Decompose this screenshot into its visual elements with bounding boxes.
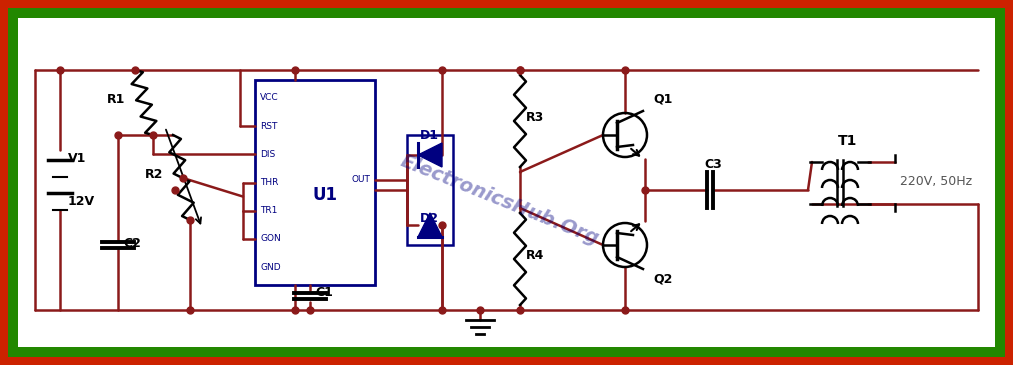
Text: ElectronicsHub.Org: ElectronicsHub.Org <box>398 151 602 249</box>
Text: GON: GON <box>260 234 281 243</box>
Text: TR1: TR1 <box>260 206 278 215</box>
Text: C1: C1 <box>315 286 333 299</box>
Text: C3: C3 <box>704 158 721 171</box>
Text: OUT: OUT <box>352 176 370 184</box>
Text: 12V: 12V <box>68 195 95 208</box>
Text: R4: R4 <box>526 249 544 262</box>
Text: R1: R1 <box>107 93 126 106</box>
Text: C2: C2 <box>123 237 141 250</box>
Text: Q2: Q2 <box>653 273 673 286</box>
Text: R2: R2 <box>145 168 163 181</box>
Text: THR: THR <box>260 178 279 187</box>
Text: U1: U1 <box>312 186 337 204</box>
Text: R3: R3 <box>526 111 544 124</box>
Text: DIS: DIS <box>260 150 276 159</box>
Polygon shape <box>418 213 442 237</box>
Text: D2: D2 <box>420 212 439 225</box>
Text: V1: V1 <box>68 152 86 165</box>
Text: Q1: Q1 <box>653 93 673 106</box>
Text: GND: GND <box>260 262 281 272</box>
Text: 220V, 50Hz: 220V, 50Hz <box>900 176 972 188</box>
Bar <box>407 135 453 245</box>
Bar <box>255 80 375 285</box>
Text: RST: RST <box>260 122 278 131</box>
Text: D1: D1 <box>420 129 439 142</box>
Text: VCC: VCC <box>260 93 279 103</box>
Polygon shape <box>418 143 442 167</box>
Text: T1: T1 <box>838 134 857 148</box>
